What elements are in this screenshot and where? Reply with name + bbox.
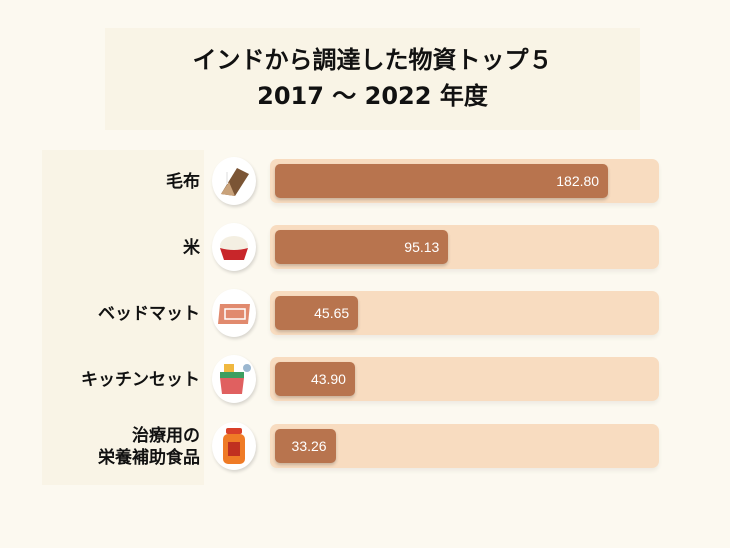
kitchen-set-icon [212, 355, 256, 403]
value-label: 43.90 [310, 371, 346, 387]
blanket-icon [212, 157, 256, 205]
bar-track: 43.90 [270, 357, 659, 401]
value-label: 182.80 [556, 173, 600, 189]
value-label: 95.13 [404, 239, 440, 255]
bar-row: ベッドマット 45.65 [0, 289, 730, 337]
bar: 45.65 [275, 296, 359, 330]
category-label: ベッドマット [98, 291, 200, 337]
value-label: 45.65 [314, 305, 350, 321]
category-label-line: 毛布 [166, 172, 200, 192]
rice-bowl-icon [212, 223, 256, 271]
category-label: キッチンセット [81, 357, 200, 403]
bar: 95.13 [275, 230, 449, 264]
value-label: 33.26 [291, 438, 327, 454]
bar-track: 33.26 [270, 424, 659, 468]
bar-row: 毛布 182.80 [0, 157, 730, 205]
bar: 33.26 [275, 429, 336, 463]
category-label-line: 治療用の [132, 426, 200, 446]
category-label: 治療用の 栄養補助食品 [98, 424, 200, 470]
category-label: 米 [183, 225, 200, 271]
category-label-line: キッチンセット [81, 370, 200, 390]
category-label: 毛布 [166, 159, 200, 205]
chart-title-line2: 2017 ～ 2022 年度 [257, 82, 488, 110]
category-label-line: 米 [183, 238, 200, 258]
bar: 43.90 [275, 362, 355, 396]
bar: 182.80 [275, 164, 609, 198]
category-label-line: 栄養補助食品 [98, 448, 200, 468]
category-label-line: ベッドマット [98, 304, 200, 324]
title-box: インドから調達した物資トップ５ 2017 ～ 2022 年度 [105, 28, 640, 130]
bar-row: 治療用の 栄養補助食品 33.26 [0, 422, 730, 470]
label-panel [42, 150, 204, 485]
chart-title-line1: インドから調達した物資トップ５ [192, 46, 553, 74]
bar-row: キッチンセット 43.90 [0, 355, 730, 403]
bar-track: 95.13 [270, 225, 659, 269]
bar-track: 45.65 [270, 291, 659, 335]
mat-icon [212, 289, 256, 337]
nutrition-jar-icon [212, 422, 256, 470]
bar-row: 米 95.13 [0, 223, 730, 271]
bar-track: 182.80 [270, 159, 659, 203]
